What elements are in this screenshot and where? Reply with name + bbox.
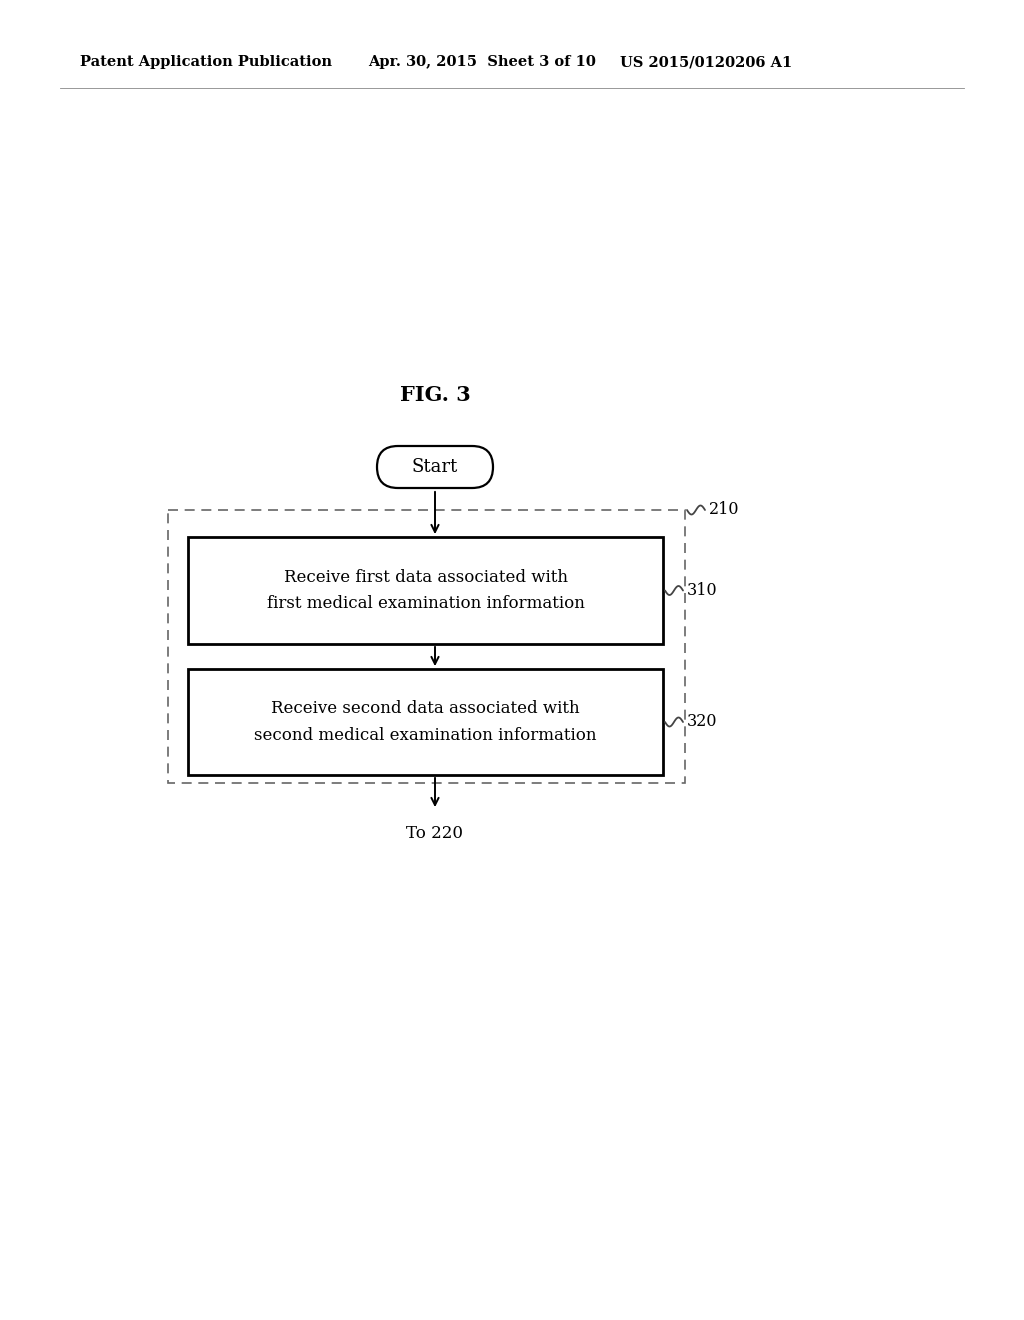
Text: 310: 310 <box>687 582 718 599</box>
Text: Patent Application Publication: Patent Application Publication <box>80 55 332 69</box>
FancyBboxPatch shape <box>377 446 493 488</box>
Bar <box>188 669 663 775</box>
Text: US 2015/0120206 A1: US 2015/0120206 A1 <box>620 55 793 69</box>
Text: Receive first data associated with
first medical examination information: Receive first data associated with first… <box>266 569 585 612</box>
Text: Receive second data associated with
second medical examination information: Receive second data associated with seco… <box>254 701 597 743</box>
Text: FIG. 3: FIG. 3 <box>399 385 470 405</box>
Text: To 220: To 220 <box>407 825 464 842</box>
Text: Apr. 30, 2015  Sheet 3 of 10: Apr. 30, 2015 Sheet 3 of 10 <box>368 55 596 69</box>
Bar <box>188 537 663 644</box>
Text: 320: 320 <box>687 714 718 730</box>
Bar <box>168 510 685 783</box>
Text: 210: 210 <box>709 502 739 519</box>
Text: Start: Start <box>412 458 458 477</box>
